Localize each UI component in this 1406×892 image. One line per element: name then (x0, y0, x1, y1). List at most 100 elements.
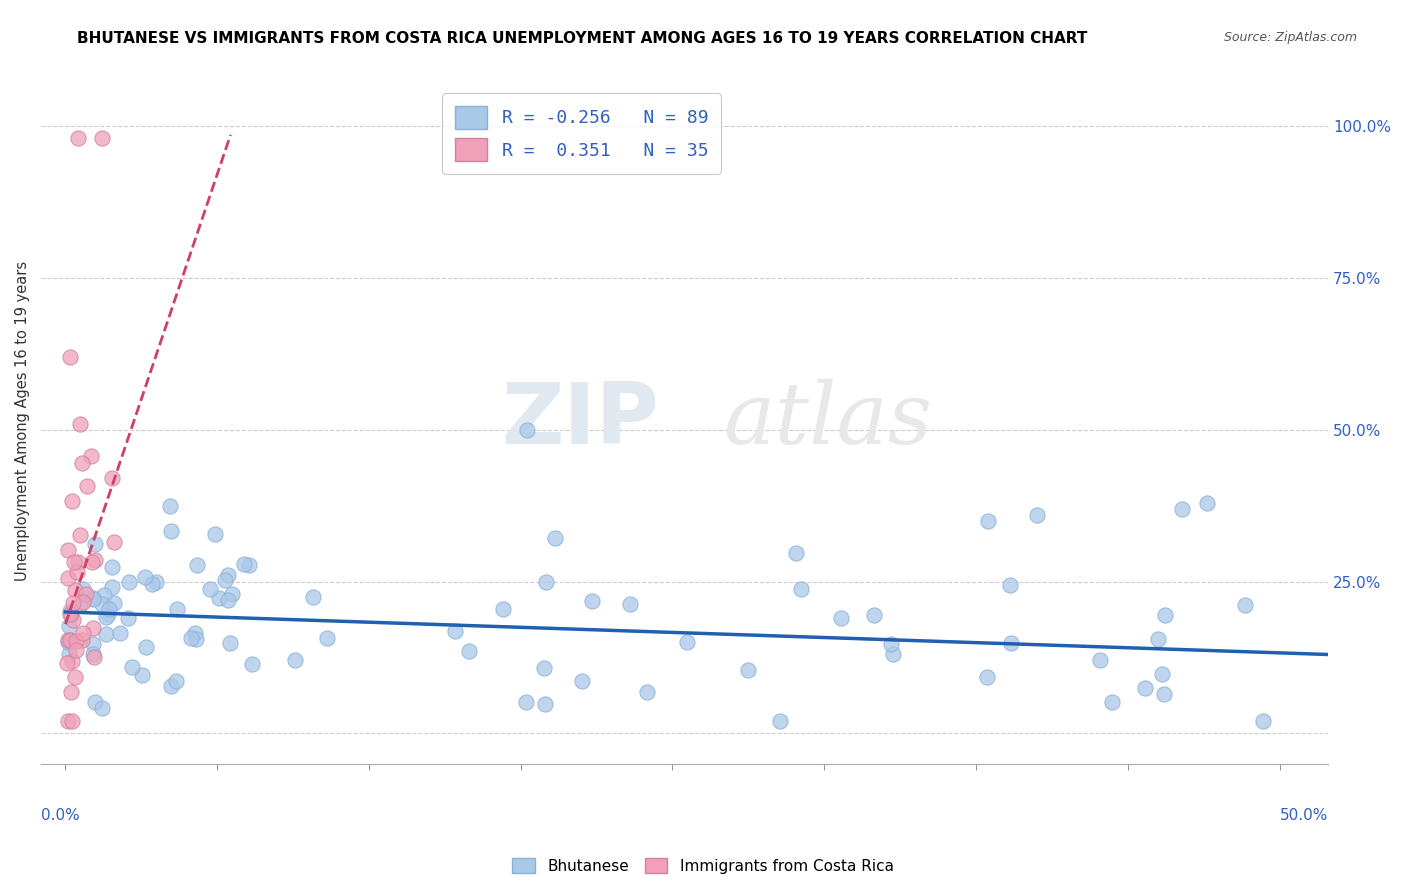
Point (60, 684, 83, 698)
Point (207, 591, 229, 606)
Point (66, 131, 89, 145)
Point (166, 602, 188, 616)
Point (238, 558, 260, 573)
Point (65, 634, 87, 648)
Point (533, 661, 555, 675)
Point (1000, 578, 1022, 592)
Point (159, 499, 181, 513)
Point (63, 670, 86, 684)
Point (58, 571, 80, 585)
Point (131, 667, 153, 681)
Legend: Bhutanese, Immigrants from Costa Rica: Bhutanese, Immigrants from Costa Rica (506, 852, 900, 880)
Point (101, 559, 124, 574)
Point (121, 659, 143, 673)
Text: ZIP: ZIP (501, 379, 659, 462)
Point (536, 574, 558, 589)
Point (219, 636, 242, 650)
Point (60, 493, 83, 508)
Text: BHUTANESE VS IMMIGRANTS FROM COSTA RICA UNEMPLOYMENT AMONG AGES 16 TO 19 YEARS C: BHUTANESE VS IMMIGRANTS FROM COSTA RICA … (77, 31, 1088, 46)
Point (636, 685, 658, 699)
Point (492, 601, 515, 615)
Point (316, 632, 339, 646)
Point (571, 674, 593, 689)
Point (90, 597, 112, 611)
Point (72, 595, 94, 609)
Point (789, 582, 811, 596)
Point (96, 610, 118, 624)
Point (1195, 495, 1218, 509)
Point (284, 653, 307, 667)
Point (534, 697, 557, 711)
Point (186, 558, 208, 573)
Point (97, 602, 120, 616)
Point (80, 555, 103, 569)
Point (1088, 653, 1111, 667)
Point (165, 673, 187, 688)
Point (1234, 598, 1257, 612)
Point (72, 582, 94, 596)
Point (619, 597, 641, 611)
Point (58, 647, 80, 661)
Point (769, 714, 792, 729)
Point (58, 632, 80, 647)
Text: 50.0%: 50.0% (1279, 808, 1329, 823)
Point (83, 553, 105, 567)
Point (82, 621, 104, 635)
Point (302, 590, 325, 604)
Point (134, 570, 156, 584)
Point (1025, 508, 1047, 522)
Point (97, 607, 120, 621)
Point (458, 644, 481, 658)
Point (737, 663, 759, 677)
Point (60, 607, 83, 622)
Point (977, 514, 1000, 528)
Point (141, 577, 163, 591)
Point (70, 456, 93, 470)
Text: 0.0%: 0.0% (41, 808, 80, 823)
Point (217, 592, 239, 607)
Point (59, 350, 82, 364)
Text: atlas: atlas (723, 379, 932, 462)
Point (63, 582, 86, 597)
Point (1000, 636, 1022, 650)
Point (443, 624, 465, 639)
Point (60, 653, 83, 667)
Point (135, 640, 157, 655)
Point (93, 588, 115, 602)
Point (1154, 608, 1177, 623)
Point (69, 598, 91, 612)
Point (59, 604, 82, 618)
Point (83, 650, 105, 665)
Point (76, 479, 98, 493)
Point (56, 656, 79, 670)
Point (1153, 687, 1175, 701)
Point (581, 594, 603, 608)
Point (676, 635, 699, 649)
Point (56, 542, 79, 557)
Point (82, 637, 104, 651)
Point (108, 625, 131, 640)
Point (56, 635, 79, 649)
Point (145, 575, 167, 590)
Point (1150, 667, 1173, 681)
Point (118, 574, 141, 589)
Point (976, 670, 998, 684)
Point (233, 557, 256, 571)
Legend: R = -0.256   N = 89, R =  0.351   N = 35: R = -0.256 N = 89, R = 0.351 N = 35 (443, 94, 721, 174)
Point (83, 695, 105, 709)
Point (544, 531, 567, 545)
Point (65, 643, 87, 657)
Point (100, 580, 122, 594)
Point (103, 535, 125, 549)
Point (56, 632, 79, 647)
Text: Source: ZipAtlas.com: Source: ZipAtlas.com (1223, 31, 1357, 45)
Point (72, 633, 94, 648)
Point (58, 619, 80, 633)
Point (96, 627, 118, 641)
Point (62, 613, 84, 627)
Point (180, 632, 202, 646)
Point (830, 611, 852, 625)
Point (882, 647, 904, 661)
Point (59, 633, 82, 648)
Point (1133, 681, 1156, 695)
